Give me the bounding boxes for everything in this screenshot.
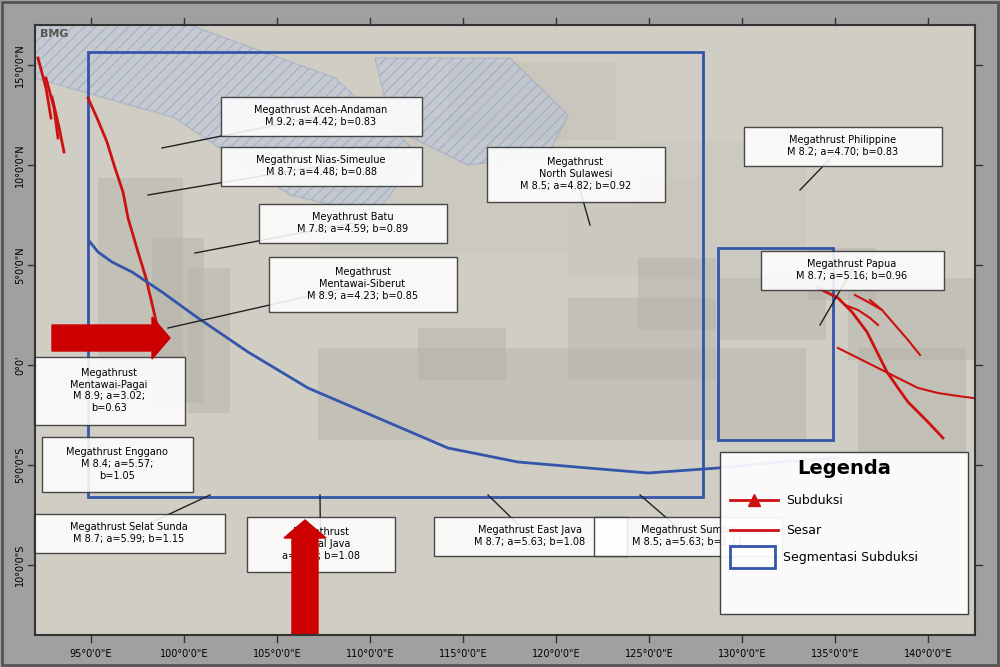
Text: Megathrust
North Sulawesi
M 8.5; a=4.82; b=0.92: Megathrust North Sulawesi M 8.5; a=4.82;… (520, 157, 631, 191)
Bar (188, 268, 230, 413)
Text: Megathrust Aceh-Andaman
M 9.2; a=4.42; b=0.83: Megathrust Aceh-Andaman M 9.2; a=4.42; b… (254, 105, 388, 127)
Text: 140°0'0"E: 140°0'0"E (904, 649, 953, 659)
Bar (730, 546, 775, 568)
Bar (318, 348, 806, 440)
Text: Megathrust
Mentawai-Siberut
M 8.9; a=4.23; b=0.85: Megathrust Mentawai-Siberut M 8.9; a=4.2… (307, 267, 418, 301)
Bar (448, 62, 616, 140)
Text: 110°0'0"E: 110°0'0"E (346, 649, 394, 659)
Text: 100°0'0"E: 100°0'0"E (160, 649, 208, 659)
Bar (858, 348, 966, 456)
Text: Megathrust
Mentawai-Pagai
M 8.9; a=3.02;
b=0.63: Megathrust Mentawai-Pagai M 8.9; a=3.02;… (70, 368, 148, 413)
Text: Segmentasi Subduksi: Segmentasi Subduksi (783, 550, 918, 564)
Bar (720, 452, 968, 614)
FancyBboxPatch shape (246, 516, 394, 572)
Text: Meyathrust Batu
M 7.8; a=4.59; b=0.89: Meyathrust Batu M 7.8; a=4.59; b=0.89 (297, 212, 408, 234)
Text: 125°0'0"E: 125°0'0"E (625, 649, 674, 659)
Bar (808, 248, 876, 300)
FancyBboxPatch shape (220, 97, 422, 135)
Text: 130°0'0"E: 130°0'0"E (718, 649, 767, 659)
FancyBboxPatch shape (761, 251, 944, 289)
Bar (418, 328, 506, 380)
FancyBboxPatch shape (42, 436, 192, 492)
Bar (718, 278, 826, 340)
Text: 135°0'0"E: 135°0'0"E (811, 649, 860, 659)
Text: Legenda: Legenda (797, 458, 891, 478)
FancyArrow shape (52, 317, 170, 359)
Text: 95°0'0"E: 95°0'0"E (70, 649, 112, 659)
Text: Sesar: Sesar (786, 524, 821, 536)
Bar (320, 115, 568, 253)
FancyBboxPatch shape (258, 203, 446, 243)
Text: Megathrust Enggano
M 8.4; a=5.57;
b=1.05: Megathrust Enggano M 8.4; a=5.57; b=1.05 (66, 448, 168, 481)
Text: Megathrust
Central Java
a=5.55; b=1.08: Megathrust Central Java a=5.55; b=1.08 (282, 528, 360, 560)
Text: Megathrust Nias-Simeulue
M 8.7; a=4.48; b=0.88: Megathrust Nias-Simeulue M 8.7; a=4.48; … (256, 155, 386, 177)
Text: 0°0': 0°0' (15, 356, 25, 375)
Text: 10°0'0"S: 10°0'0"S (15, 544, 25, 586)
Bar (88, 52, 703, 497)
Bar (638, 142, 806, 280)
Text: Megathrust Philippine
M 8.2; a=4.70; b=0.83: Megathrust Philippine M 8.2; a=4.70; b=0… (787, 135, 898, 157)
Text: BMG: BMG (40, 29, 68, 39)
Text: Megathrust Selat Sunda
M 8.7; a=5.99; b=1.15: Megathrust Selat Sunda M 8.7; a=5.99; b=… (70, 522, 188, 544)
Text: 120°0'0"E: 120°0'0"E (532, 649, 581, 659)
FancyBboxPatch shape (744, 127, 942, 165)
FancyBboxPatch shape (268, 257, 456, 311)
Text: Megathrust East Java
M 8.7; a=5.63; b=1.08: Megathrust East Java M 8.7; a=5.63; b=1.… (474, 525, 586, 547)
FancyBboxPatch shape (220, 147, 422, 185)
Polygon shape (375, 58, 568, 165)
Text: 5°0'0"S: 5°0'0"S (15, 447, 25, 483)
Polygon shape (35, 25, 420, 215)
Bar (568, 178, 706, 276)
Text: 115°0'0"E: 115°0'0"E (439, 649, 487, 659)
Text: 10°0'0"N: 10°0'0"N (15, 143, 25, 187)
FancyBboxPatch shape (434, 516, 626, 556)
Bar (718, 248, 833, 440)
Bar (152, 238, 204, 403)
FancyBboxPatch shape (34, 514, 224, 552)
Bar (568, 298, 716, 380)
FancyArrow shape (284, 520, 326, 635)
Text: Subduksi: Subduksi (786, 494, 843, 506)
FancyBboxPatch shape (34, 356, 184, 424)
Text: Megathrust Sumba
M 8.5; a=5.63; b=1.11: Megathrust Sumba M 8.5; a=5.63; b=1.11 (632, 525, 743, 547)
Bar (638, 258, 716, 330)
Bar (98, 178, 183, 373)
FancyBboxPatch shape (594, 516, 782, 556)
Text: 5°0'0"N: 5°0'0"N (15, 246, 25, 284)
Bar (848, 278, 976, 360)
Text: 105°0'0"E: 105°0'0"E (253, 649, 301, 659)
Text: Megathrust Papua
M 8.7; a=5.16; b=0.96: Megathrust Papua M 8.7; a=5.16; b=0.96 (796, 259, 908, 281)
Text: 15°0'0"N: 15°0'0"N (15, 43, 25, 87)
FancyBboxPatch shape (486, 147, 664, 201)
